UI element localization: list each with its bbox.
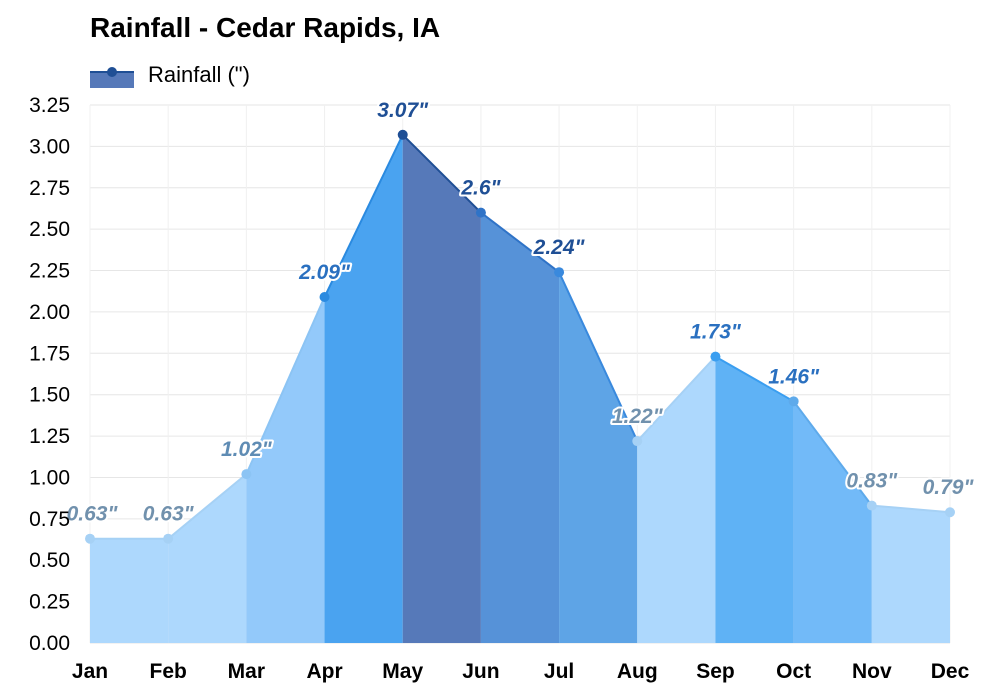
x-tick-label: Jan [72, 660, 108, 683]
x-tick-label: May [382, 660, 423, 683]
area-segment-sep [715, 356, 794, 643]
area-segment-jul [559, 272, 638, 643]
y-axis-ticks: 0.00 0.25 0.50 0.75 1.00 1.25 1.50 1.75 2.00 2.25… [29, 94, 70, 655]
area-segment-mar [246, 297, 325, 643]
data-point-dec [945, 507, 955, 518]
data-point-sep [710, 351, 721, 362]
y-tick-label: 3.25 [29, 94, 70, 117]
data-point-may [397, 129, 408, 140]
y-tick-label: 3.00 [29, 135, 70, 158]
line-segment-jun [480, 211, 560, 273]
x-axis-ticks: Jan Feb Mar Apr May Jun Jul Aug Sep Oct Nov Dec [72, 660, 970, 683]
line-segment-aug [636, 355, 717, 442]
x-tick-label: Nov [852, 660, 892, 683]
y-tick-label: 2.00 [29, 301, 70, 324]
data-label-jan: 0.63" [67, 503, 119, 526]
data-label-sep: 1.73" [690, 321, 742, 344]
area-segment-jun [480, 212, 560, 643]
data-label-jul: 2.24" [533, 236, 586, 259]
x-tick-label: Aug [617, 660, 658, 683]
line-segment-sep [714, 355, 795, 403]
area-segment-nov [871, 505, 950, 643]
x-tick-label: Jun [462, 660, 499, 683]
line-segment-nov [871, 504, 951, 514]
data-label-apr: 2.09" [298, 261, 351, 284]
data-label-dec: 0.79" [923, 476, 975, 499]
line-segment-mar [245, 296, 326, 475]
data-label-may: 3.07" [377, 99, 429, 122]
y-tick-label: 1.00 [29, 466, 70, 489]
y-tick-label: 0.00 [29, 632, 70, 655]
y-tick-label: 0.50 [29, 549, 70, 572]
y-tick-label: 2.75 [29, 177, 70, 200]
x-tick-label: Jul [544, 660, 574, 683]
data-point-mar [241, 469, 252, 480]
y-tick-label: 2.50 [29, 218, 70, 241]
x-tick-label: Mar [228, 660, 265, 683]
data-label-aug: 1.22" [612, 405, 664, 428]
legend: Rainfall (") [90, 60, 250, 90]
y-tick-label: 2.25 [29, 260, 70, 283]
area-segment-oct [793, 401, 872, 643]
data-point-aug [632, 436, 643, 447]
x-tick-label: Feb [150, 660, 187, 683]
data-point-jan [85, 533, 95, 544]
area-segment-may [402, 134, 481, 643]
line-segment-feb [167, 473, 248, 540]
legend-label: Rainfall (") [148, 62, 250, 87]
line-segment-jul [558, 271, 639, 442]
data-points [85, 129, 955, 544]
y-tick-label: 1.25 [29, 425, 70, 448]
data-label-feb: 0.63" [143, 503, 195, 526]
data-point-nov [866, 500, 877, 511]
x-tick-label: Oct [776, 660, 811, 683]
line-segment-oct [792, 400, 873, 507]
x-tick-label: Sep [696, 660, 735, 683]
area-segment-jan [90, 538, 169, 643]
line-segment-may [402, 134, 482, 214]
y-tick-label: 0.25 [29, 591, 70, 614]
data-label-oct: 1.46" [768, 365, 820, 388]
data-labels: 0.63" 0.63" 1.02" 2.09" 3.07" 2.6" 2.24" 1.22" 1… [65, 97, 977, 528]
y-tick-label: 1.75 [29, 342, 70, 365]
area-segment-aug [637, 356, 716, 643]
x-tick-label: Apr [306, 660, 342, 683]
data-point-apr [319, 292, 330, 303]
area-segment-feb [168, 474, 247, 643]
data-label-nov: 0.83" [846, 470, 898, 493]
line-segment-apr [323, 134, 404, 298]
data-point-feb [163, 533, 174, 544]
y-tick-label: 0.75 [29, 508, 70, 531]
data-point-jul [554, 267, 565, 278]
data-label-jun: 2.6" [460, 177, 501, 200]
area-segment-apr [324, 134, 403, 643]
legend-swatch [90, 67, 134, 88]
area-segments [90, 134, 950, 643]
data-point-jun [475, 207, 486, 218]
y-tick-label: 1.50 [29, 384, 70, 407]
x-tick-label: Dec [931, 660, 970, 683]
chart-title: Rainfall - Cedar Rapids, IA [90, 12, 441, 43]
series-line [90, 134, 951, 540]
data-point-oct [788, 396, 799, 407]
data-label-mar: 1.02" [221, 438, 273, 461]
